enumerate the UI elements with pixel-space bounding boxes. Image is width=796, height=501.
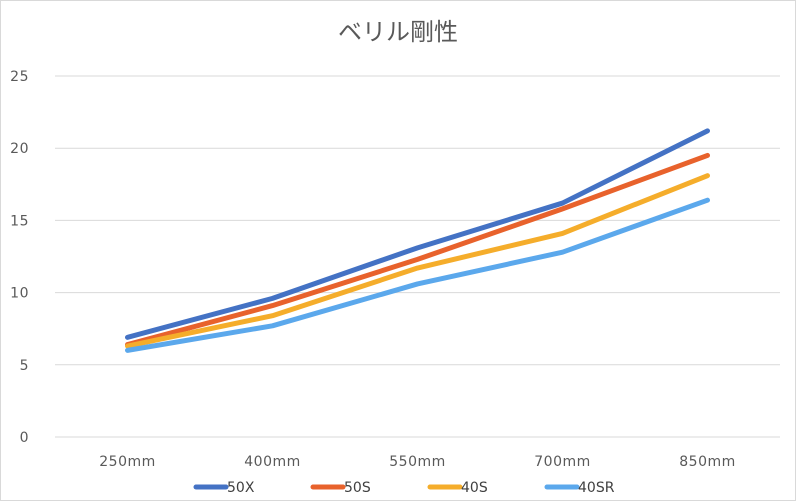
y-axis-labels: 0 5 10 15 20 25 [10,69,29,446]
legend-label: 40S [461,480,488,496]
series-line-40s [125,173,710,349]
legend-item-40sr: 40SR [544,480,615,496]
y-tick-label: 5 [20,358,29,374]
x-tick-label: 400mm [244,454,301,470]
y-tick-label: 10 [10,286,29,302]
series-line-50x [125,128,710,340]
y-tick-label: 20 [10,141,29,157]
legend-label: 40SR [578,480,615,496]
gridlines [55,75,780,438]
x-tick-label: 700mm [534,454,591,470]
series-line-50s [125,152,710,348]
x-axis-labels: 250mm 400mm 550mm 700mm 850mm [99,454,736,470]
legend-item-50x: 50X [193,480,255,496]
y-tick-label: 0 [20,430,29,446]
series-lines [125,128,710,353]
series-line-40sr [125,197,710,353]
legend-item-50s: 50S [310,480,371,496]
legend: 50X 50S 40S 40SR [193,480,615,496]
x-tick-label: 550mm [389,454,446,470]
x-tick-label: 250mm [99,454,156,470]
y-tick-label: 15 [10,213,29,229]
y-tick-label: 25 [10,69,29,85]
legend-label: 50S [344,480,371,496]
x-tick-label: 850mm [679,454,736,470]
chart-title: ベリル剛性 [338,18,458,46]
legend-item-40s: 40S [427,480,488,496]
legend-label: 50X [227,480,255,496]
